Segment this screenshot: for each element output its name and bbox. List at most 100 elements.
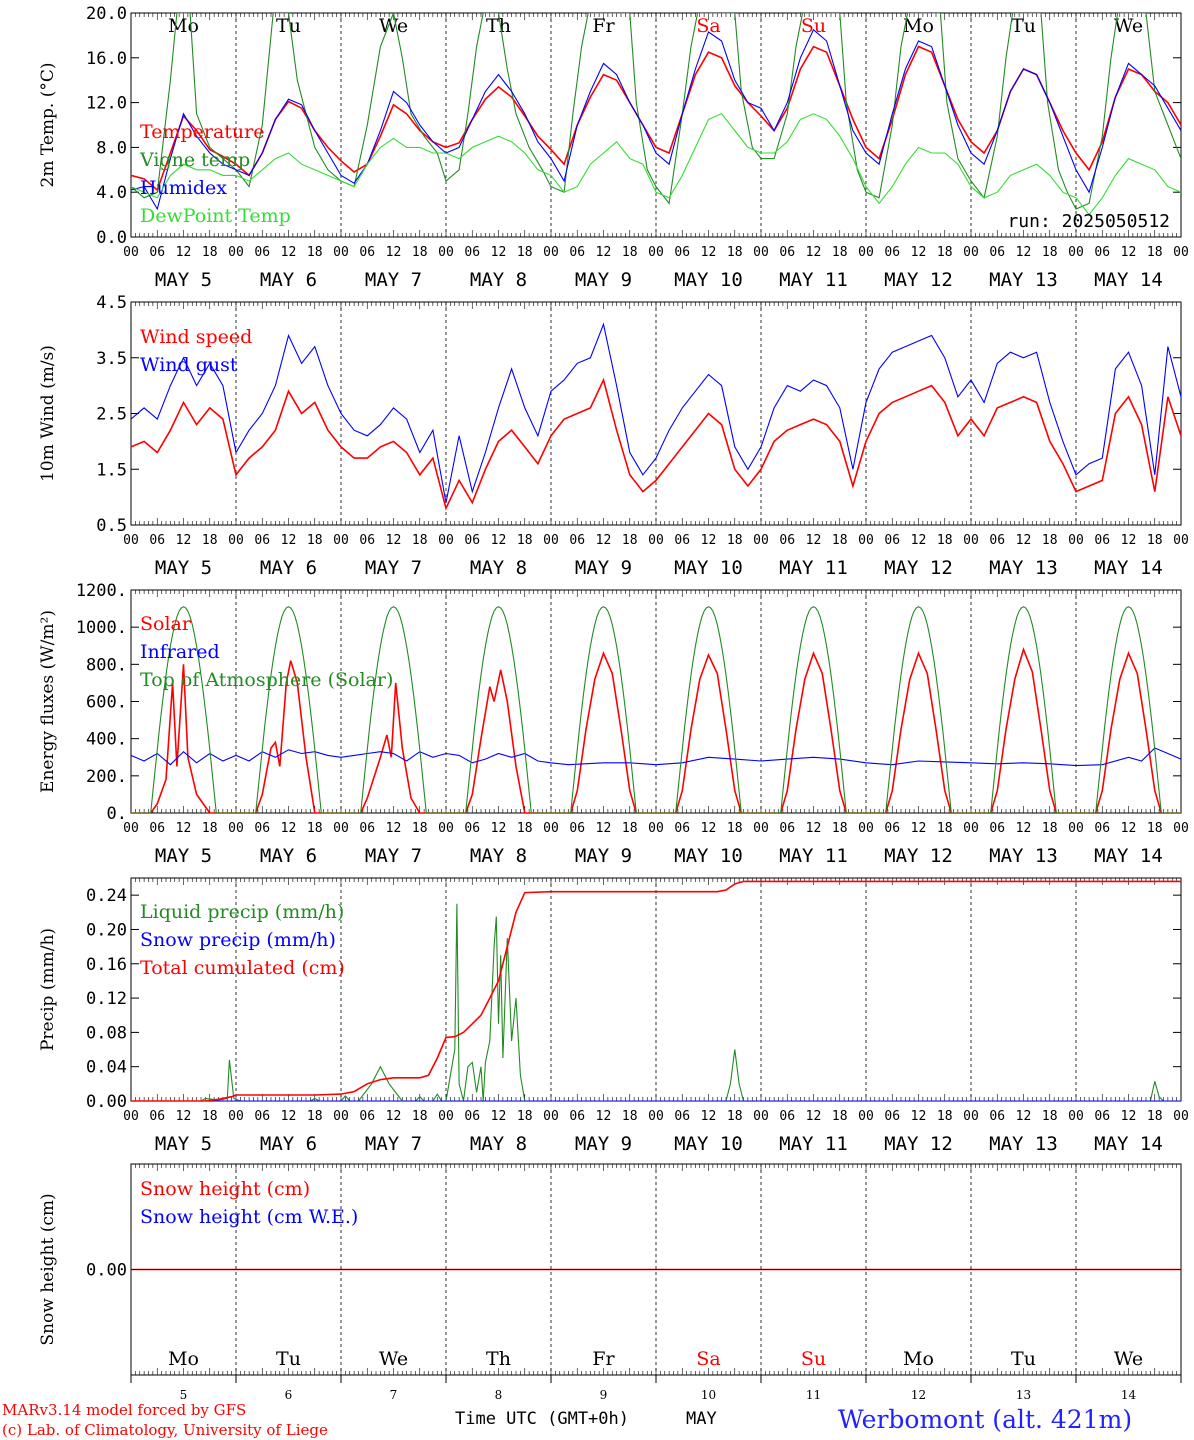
x-date-label: MAY 6 [260,557,317,579]
x-hour-label: 06 [254,533,270,548]
x-hour-label: 12 [806,821,822,836]
x-hour-label: 00 [963,821,979,836]
y-tick-label: 200. [86,767,127,787]
y-tick-label: 0. [107,804,127,824]
x-hour-label: 06 [989,821,1005,836]
day-number-label: 5 [180,1388,188,1402]
weekday-label: We [379,15,408,37]
x-hour-label: 06 [779,533,795,548]
y-tick-label: 0.16 [86,955,127,975]
x-hour-label: 00 [1173,245,1189,260]
x-date-label: MAY 5 [155,845,212,867]
x-hour-label: 06 [1094,533,1110,548]
series-line [131,13,1181,210]
legend-entry: Infrared [140,641,220,663]
x-hour-label: 18 [832,533,848,548]
x-hour-label: 18 [622,821,638,836]
x-hour-label: 00 [753,533,769,548]
x-hour-label: 12 [1016,533,1032,548]
x-hour-label: 18 [622,245,638,260]
x-hour-label: 12 [386,1109,402,1124]
legend-entry: Vigne temp [139,149,250,171]
x-hour-label: 12 [596,1109,612,1124]
y-tick-label: 4.0 [96,183,127,203]
day-number-label: 11 [806,1388,821,1402]
weekday-label: Fr [592,1348,615,1370]
x-hour-label: 00 [1068,821,1084,836]
x-hour-label: 06 [884,533,900,548]
x-hour-label: 12 [806,245,822,260]
x-hour-label: 18 [937,1109,953,1124]
x-date-label: MAY 13 [989,1133,1058,1155]
x-hour-label: 00 [1173,1109,1189,1124]
x-hour-label: 06 [674,245,690,260]
x-hour-label: 18 [1042,533,1058,548]
weekday-label: Su [801,15,826,37]
x-hour-label: 18 [1042,821,1058,836]
x-hour-label: 00 [543,533,559,548]
x-hour-label: 00 [333,821,349,836]
x-hour-label: 06 [1094,1109,1110,1124]
x-hour-label: 06 [149,1109,165,1124]
day-number-label: 7 [390,1388,398,1402]
x-hour-label: 00 [1068,533,1084,548]
x-hour-label: 12 [176,245,192,260]
x-hour-label: 06 [674,821,690,836]
y-axis-label: Precip (mm/h) [38,928,58,1051]
y-tick-label: 1.5 [96,460,127,480]
x-date-label: MAY 9 [575,269,632,291]
day-number-label: 12 [911,1388,926,1402]
plot-frame [130,589,1182,814]
x-date-label: MAY 7 [365,1133,422,1155]
x-hour-label: 12 [281,821,297,836]
series-line [131,747,1181,767]
series-line [131,647,1181,813]
x-date-label: MAY 13 [989,557,1058,579]
weekday-label: Sa [696,15,720,37]
y-tick-label: 0.00 [86,1261,127,1281]
weekday-label: Su [801,1348,826,1370]
x-hour-label: 18 [937,245,953,260]
x-hour-label: 06 [989,1109,1005,1124]
x-hour-label: 18 [517,533,533,548]
x-date-label: MAY 12 [884,1133,953,1155]
x-hour-label: 00 [123,1109,139,1124]
series-line [131,606,1181,813]
x-hour-label: 00 [753,821,769,836]
x-hour-label: 06 [149,533,165,548]
x-date-label: MAY 5 [155,557,212,579]
x-hour-label: 00 [753,1109,769,1124]
x-hour-label: 00 [858,533,874,548]
weekday-label: Tu [1011,1348,1036,1370]
y-tick-label: 400. [86,730,127,750]
x-hour-label: 18 [622,533,638,548]
x-hour-label: 12 [281,533,297,548]
x-hour-label: 00 [858,1109,874,1124]
x-hour-label: 00 [1068,245,1084,260]
legend-entry: Snow height (cm) [140,1178,310,1200]
weekday-label: Tu [1011,15,1036,37]
y-tick-label: 0.0 [96,228,127,248]
x-date-label: MAY 10 [674,1133,743,1155]
x-hour-label: 12 [1121,533,1137,548]
x-hour-label: 00 [1068,1109,1084,1124]
x-hour-label: 18 [307,533,323,548]
x-date-label: MAY 11 [779,845,848,867]
x-hour-label: 18 [412,821,428,836]
x-hour-label: 12 [596,533,612,548]
x-date-label: MAY 11 [779,269,848,291]
x-hour-label: 12 [701,533,717,548]
x-hour-label: 12 [1016,245,1032,260]
x-hour-label: 18 [517,821,533,836]
weekday-label: Mo [903,15,934,37]
x-hour-label: 18 [832,245,848,260]
x-hour-label: 18 [307,1109,323,1124]
x-hour-label: 12 [701,821,717,836]
weekday-label: We [1114,15,1143,37]
x-hour-label: 12 [911,1109,927,1124]
x-hour-label: 12 [491,1109,507,1124]
x-hour-label: 06 [884,821,900,836]
x-date-label: MAY 12 [884,269,953,291]
x-hour-label: 12 [176,1109,192,1124]
x-hour-label: 06 [464,533,480,548]
